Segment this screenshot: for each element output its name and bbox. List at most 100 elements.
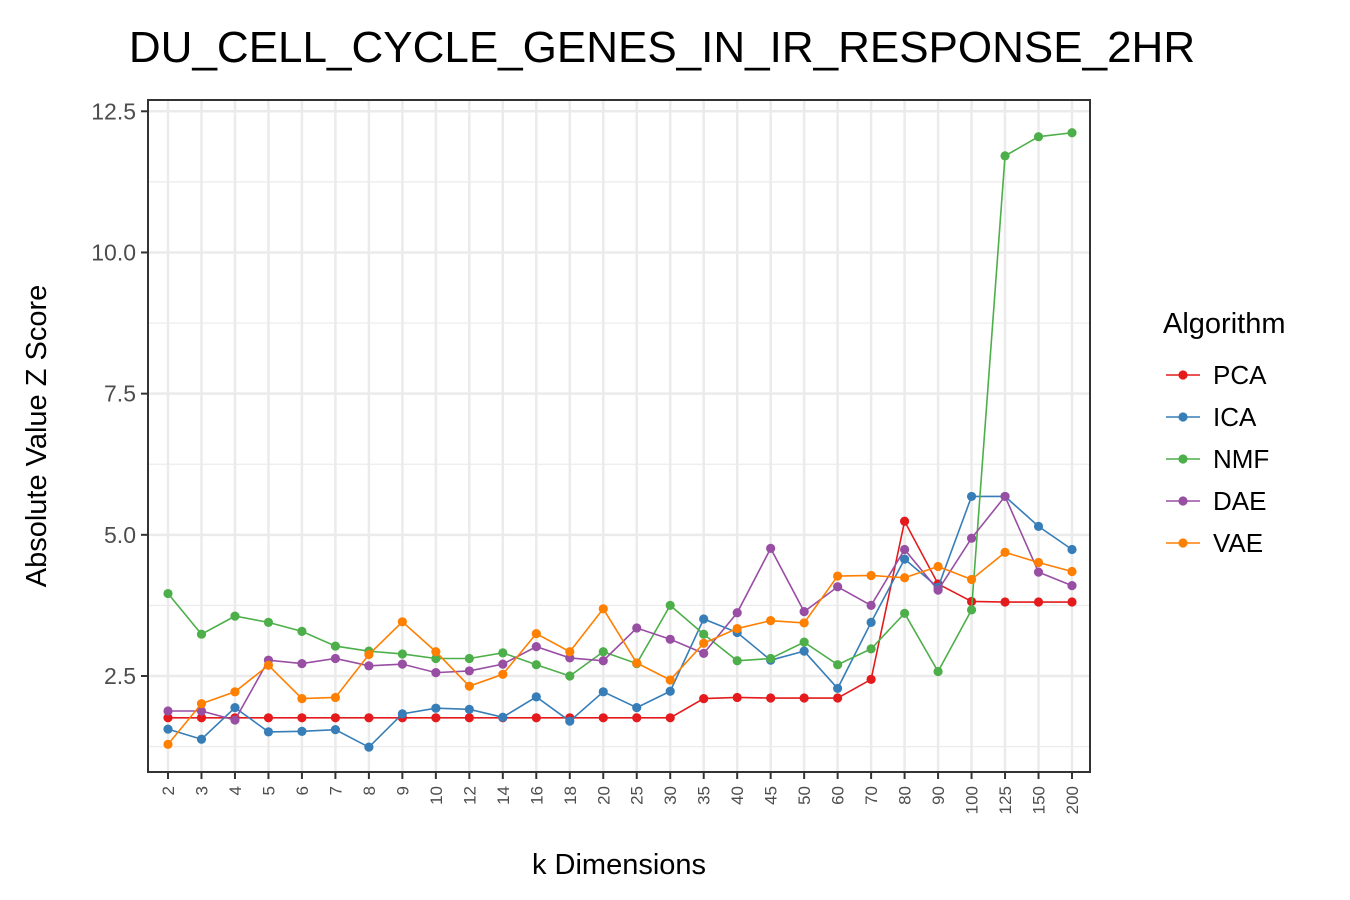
data-point [531,629,541,639]
data-point [799,618,809,628]
data-point [565,716,575,726]
x-tick-label: 45 [762,786,781,805]
data-point [531,642,541,652]
data-point [766,653,776,664]
series-line [168,494,1073,721]
data-point [464,653,474,664]
x-tick-label: 50 [795,786,814,805]
data-point [833,571,843,581]
data-point [866,600,876,611]
data-point [330,725,341,735]
y-tick-label: 5.0 [104,522,136,548]
data-point [163,713,173,723]
data-point [163,724,173,734]
x-tick-label: 14 [494,786,513,805]
data-point [899,608,910,618]
data-point [464,681,474,691]
data-point [699,693,709,704]
data-point [699,614,709,624]
data-point [230,611,240,621]
data-point [1000,547,1010,557]
legend-key-point [1178,538,1188,548]
data-point [833,660,843,670]
data-point [732,692,742,703]
data-point [364,713,374,723]
chart-title: DU_CELL_CYCLE_GENES_IN_IR_RESPONSE_2HR [129,23,1195,72]
x-tick-label: 7 [326,786,345,795]
data-point [163,739,173,749]
data-point [565,671,575,681]
data-point [665,634,675,644]
data-point [598,656,608,666]
data-point [1067,581,1077,591]
data-point [632,703,642,713]
data-point [498,648,508,658]
plot-border [147,99,1091,773]
data-point [196,706,207,716]
data-point [464,713,474,723]
data-point [866,617,876,627]
x-axis-title: k Dimensions [532,849,706,881]
data-point [866,674,876,684]
x-tick-label: 4 [226,786,245,795]
data-point [799,693,809,703]
data-point [263,660,274,670]
data-point [966,574,977,585]
x-tick-label: 70 [862,786,881,805]
x-tick-label: 30 [661,786,680,805]
data-point [230,703,240,713]
data-point [799,637,809,647]
legend-key-point [1178,370,1188,380]
legend-label: NMF [1213,444,1269,474]
data-point [397,649,407,659]
data-point [1033,597,1044,607]
y-tick-label: 10.0 [91,239,136,265]
data-point [632,623,642,633]
legend-item-nmf: NMF [1166,444,1269,474]
x-tick-label: 6 [293,786,312,795]
x-tick-label: 90 [929,786,948,805]
data-point [431,668,441,678]
data-point [196,713,207,723]
series-line [167,551,1073,745]
data-point [531,713,541,723]
data-point [933,561,943,572]
data-point [196,699,207,709]
data-point [263,617,274,627]
data-point [766,616,776,626]
data-point [665,675,675,685]
data-point [632,713,642,723]
legend-title: Algorithm [1163,308,1286,340]
legend-item-ica: ICA [1166,402,1257,432]
data-point [163,588,173,599]
data-point [364,661,374,671]
x-tick-label: 9 [393,786,412,795]
y-axis-title: Absolute Value Z Score [21,285,53,588]
data-point [297,693,307,704]
data-point [263,727,274,737]
data-point [732,656,742,666]
data-point [297,626,307,636]
x-tick-label: 100 [963,786,982,814]
data-point [665,686,675,696]
data-point [364,742,374,752]
data-point [866,644,876,654]
data-point [598,713,608,723]
data-point [899,554,910,564]
series-line [167,131,1073,677]
data-point [732,623,742,634]
data-point [665,713,675,723]
x-tick-label: 18 [561,786,580,805]
data-point [196,629,207,639]
series-vae [163,547,1077,749]
data-point [899,516,910,526]
data-point [933,585,943,595]
plot-area: 2.55.07.510.012.52 3 4 5 6 7 8 9 10 12 14 16 18 20 25 3… [91,98,1091,814]
legend-item-pca: PCA [1166,360,1267,390]
x-tick-label: 5 [259,786,278,795]
data-point [766,693,776,703]
legend-item-vae: VAE [1166,528,1263,558]
data-point [933,666,943,677]
x-tick-label: 60 [829,786,848,805]
data-point [330,641,341,651]
